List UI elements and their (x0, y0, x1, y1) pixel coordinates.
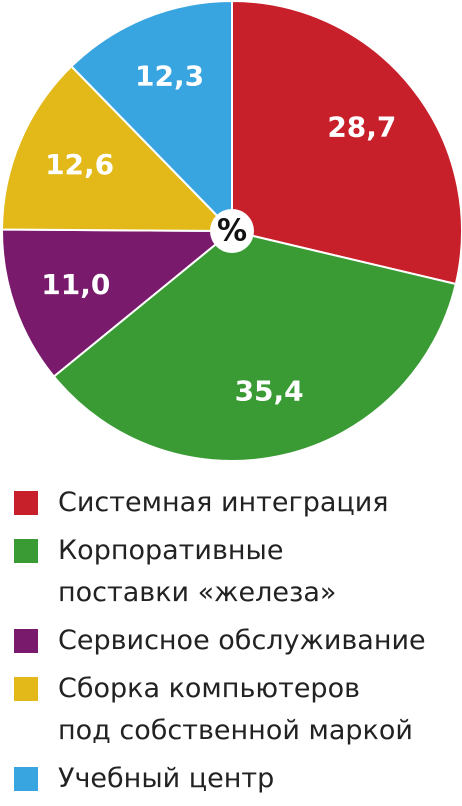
center-circle (210, 209, 254, 253)
legend-item: Системная интеграция (14, 482, 454, 524)
center-label: % (217, 214, 247, 249)
pie-slice (70, 0, 233, 234)
legend-label: Сборка компьютеров под собственной марко… (58, 673, 413, 746)
pie-slice (1, 228, 235, 378)
legend-swatch (14, 767, 38, 791)
legend-swatch (14, 677, 38, 701)
slice-label: 12,3 (135, 60, 204, 93)
legend-label: Сервисное обслуживание (58, 625, 426, 656)
slice-label: 35,4 (235, 374, 304, 407)
legend-item: Корпоративные поставки «железа» (14, 530, 454, 614)
slice-label: 11,0 (41, 268, 110, 301)
legend-swatch (14, 491, 38, 515)
pie-slice (52, 229, 458, 462)
slice-label: 28,7 (327, 110, 396, 143)
legend-swatch (14, 539, 38, 563)
legend-label: Корпоративные поставки «железа» (58, 535, 337, 608)
legend-item: Сервисное обслуживание (14, 620, 454, 662)
legend: Системная интеграция Корпоративные постав… (14, 482, 454, 806)
slice-label: 12,6 (45, 148, 114, 181)
legend-swatch (14, 629, 38, 653)
legend-item: Сборка компьютеров под собственной марко… (14, 668, 454, 752)
legend-label: Системная интеграция (58, 487, 389, 518)
pie-slice (0, 64, 235, 233)
legend-item: Учебный центр (14, 758, 454, 800)
legend-label: Учебный центр (58, 763, 275, 794)
chart: 28,7 35,4 11,0 12,6 12,3% (0, 0, 462, 462)
